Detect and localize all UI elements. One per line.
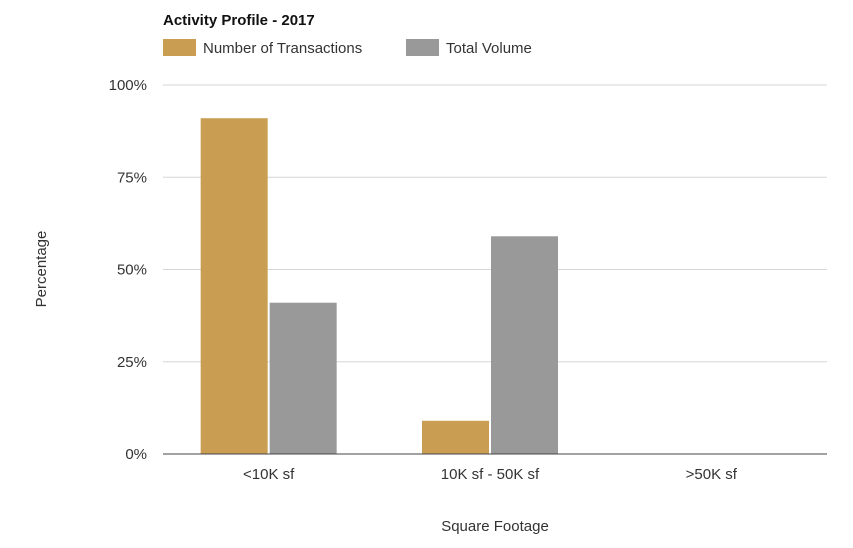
chart-title: Activity Profile - 2017 <box>163 12 315 29</box>
legend-swatch-number-of-transactions <box>163 39 196 56</box>
y-tick-label: 25% <box>117 354 147 371</box>
bar-number-of-transactions <box>422 420 489 454</box>
legend-swatch-total-volume <box>406 39 439 56</box>
bars <box>200 118 558 455</box>
legend: Number of Transactions Total Volume <box>163 39 532 57</box>
bar-number-of-transactions <box>200 118 268 455</box>
x-tick-label: <10K sf <box>243 466 295 483</box>
x-tick-label: >50K sf <box>686 466 738 483</box>
y-tick-label: 0% <box>125 446 147 463</box>
y-tick-label: 50% <box>117 262 147 279</box>
legend-label-total-volume: Total Volume <box>446 40 532 57</box>
y-tick-label: 75% <box>117 169 147 186</box>
x-tick-label: 10K sf - 50K sf <box>441 466 540 483</box>
y-axis-title: Percentage <box>33 231 50 308</box>
legend-label-number-of-transactions: Number of Transactions <box>203 40 362 57</box>
bar-total-volume <box>491 236 558 454</box>
x-tick-labels: <10K sf 10K sf - 50K sf >50K sf <box>243 466 738 483</box>
y-tick-labels: 0% 25% 50% 75% 100% <box>109 77 147 463</box>
bar-total-volume <box>269 302 337 454</box>
y-tick-label: 100% <box>109 77 147 94</box>
x-axis-title: Square Footage <box>441 518 549 535</box>
